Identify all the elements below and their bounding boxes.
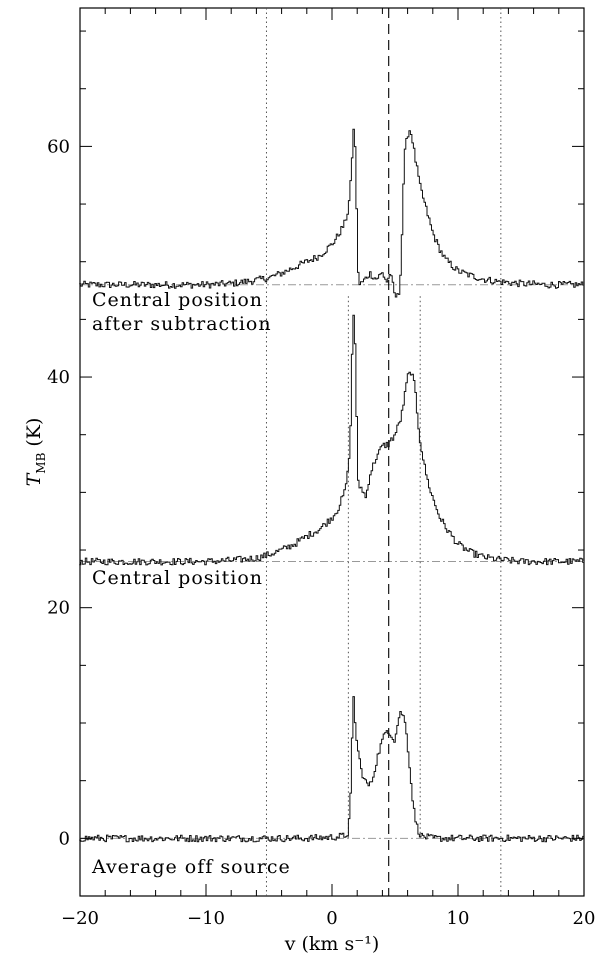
annotation-central-after-2: after subtraction [92, 313, 272, 335]
y-tick-label: 0 [59, 828, 70, 849]
annotation-central-after-1: Central position [92, 289, 263, 311]
x-tick-label: 0 [326, 908, 337, 929]
y-axis-label: TMB (K) [23, 418, 48, 487]
y-tick-label: 60 [47, 136, 70, 157]
y-axis-label-sub: MB [34, 452, 48, 473]
x-tick-label: 10 [447, 908, 470, 929]
spectrum-line-0 [79, 128, 585, 298]
y-axis-label-main: T [23, 472, 45, 486]
x-tick-label: 20 [573, 908, 596, 929]
x-axis-label: v (km s⁻¹) [284, 933, 380, 955]
spectrum-line-2 [79, 696, 585, 843]
y-tick-label: 20 [47, 598, 70, 619]
annotation-off-source: Average off source [91, 856, 291, 878]
spectrum-line-1 [79, 314, 585, 566]
svg-text:TMB(K): TMB (K) [23, 418, 48, 487]
x-tick-label: −20 [61, 908, 99, 929]
annotation-central: Central position [92, 567, 263, 589]
reference-lines [80, 8, 584, 896]
y-axis-label-unit: (K) [23, 418, 45, 447]
y-tick-label: 40 [47, 367, 70, 388]
plot-frame [79, 7, 585, 897]
x-tick-label: −10 [187, 908, 225, 929]
ticks-layer: −20 −10 0 10 20 0 20 40 60 [47, 8, 595, 929]
series-layer [79, 128, 585, 843]
